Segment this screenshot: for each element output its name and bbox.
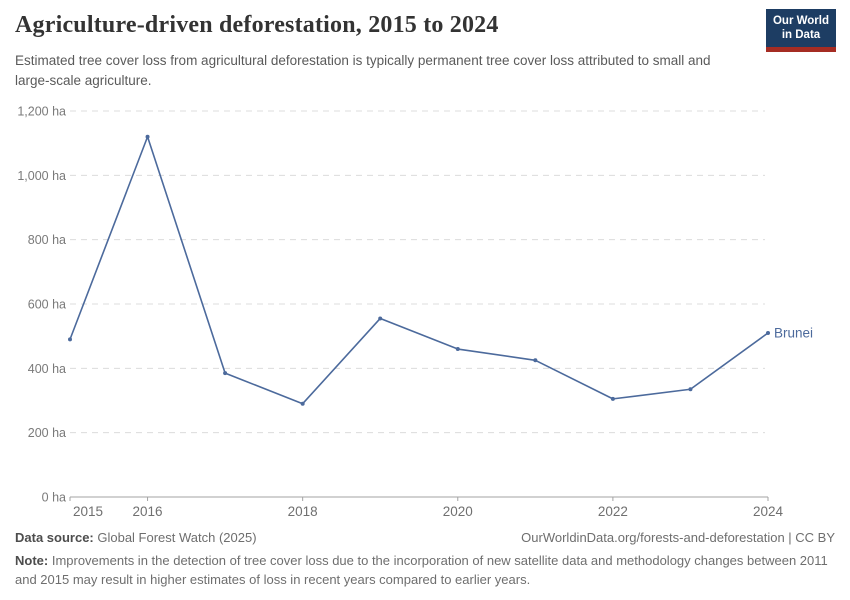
data-point-marker[interactable] — [145, 134, 150, 139]
y-axis-label: 1,200 ha — [17, 105, 66, 119]
page-title: Agriculture-driven deforestation, 2015 t… — [15, 12, 499, 38]
y-axis-label: 0 ha — [42, 491, 66, 505]
attribution-link[interactable]: OurWorldinData.org/forests-and-deforesta… — [521, 530, 835, 545]
y-axis-label: 400 ha — [28, 362, 66, 376]
data-source-label: Data source: — [15, 530, 94, 545]
series-end-label[interactable]: Brunei — [774, 325, 813, 340]
data-point-marker[interactable] — [300, 401, 305, 406]
x-axis-label: 2016 — [133, 504, 163, 519]
footer-source-row: Data source: Global Forest Watch (2025) … — [15, 530, 835, 545]
y-axis-label: 1,000 ha — [17, 169, 66, 183]
x-axis-label: 2018 — [288, 504, 318, 519]
logo-line-2: in Data — [781, 29, 821, 42]
footnote: Note: Improvements in the detection of t… — [15, 552, 839, 590]
data-point-marker[interactable] — [610, 396, 615, 401]
owid-logo[interactable]: Our World in Data — [766, 9, 836, 52]
data-point-marker[interactable] — [223, 371, 228, 376]
x-axis-label: 2024 — [753, 504, 784, 519]
line-chart-svg: 0 ha 200 ha 400 ha 600 ha 800 ha 1,000 ha 1,20… — [17, 105, 813, 520]
data-point-marker[interactable] — [378, 316, 383, 321]
x-axis-label: 2015 — [73, 504, 103, 519]
data-point-marker[interactable] — [68, 337, 72, 342]
data-point-marker[interactable] — [766, 330, 770, 335]
footnote-label: Note: — [15, 553, 49, 568]
footnote-text: Improvements in the detection of tree co… — [15, 553, 828, 587]
x-axis-label: 2020 — [443, 504, 473, 519]
series-line[interactable] — [69, 135, 769, 405]
data-point-marker[interactable] — [533, 358, 538, 363]
data-source: Data source: Global Forest Watch (2025) — [15, 530, 257, 545]
data-point-marker[interactable] — [688, 387, 693, 392]
y-axis-label: 200 ha — [28, 426, 66, 440]
y-axis-label: 600 ha — [28, 298, 66, 312]
data-point-marker[interactable] — [455, 347, 460, 352]
y-axis-label: 800 ha — [28, 233, 66, 247]
logo-line-1: Our World — [772, 15, 829, 27]
chart-subtitle: Estimated tree cover loss from agricultu… — [15, 53, 711, 88]
data-source-value: Global Forest Watch (2025) — [93, 530, 257, 545]
x-axis-label: 2022 — [598, 504, 628, 519]
